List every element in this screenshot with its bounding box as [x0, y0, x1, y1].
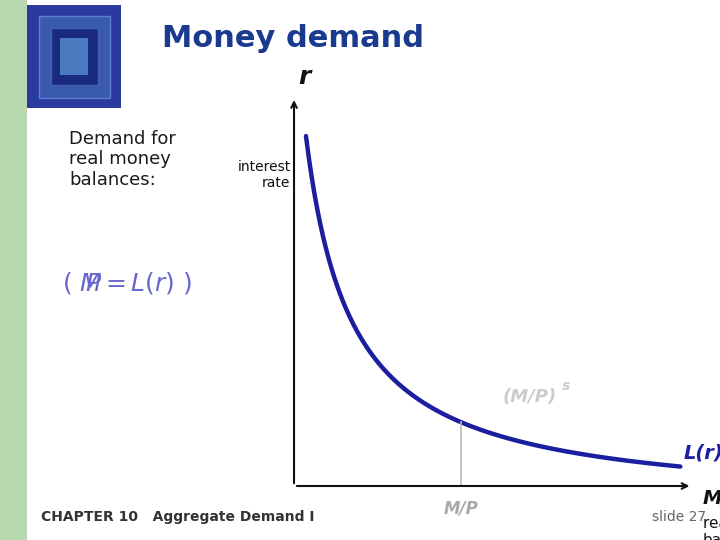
- Text: L(r): L(r): [684, 443, 720, 463]
- Text: CHAPTER 10   Aggregate Demand I: CHAPTER 10 Aggregate Demand I: [41, 510, 315, 524]
- Text: M/P: M/P: [444, 500, 479, 517]
- Text: Demand for
real money
balances:: Demand for real money balances:: [69, 130, 176, 189]
- Bar: [50, 28, 98, 85]
- Text: Money demand: Money demand: [163, 24, 424, 53]
- Bar: [39, 16, 109, 98]
- Text: $(\ \mathit{M\!\!\!\!P} = \mathit{L(r)}\ )$: $(\ \mathit{M\!\!\!\!P} = \mathit{L(r)}\…: [62, 270, 192, 296]
- Text: r: r: [298, 65, 310, 89]
- Text: (M/P): (M/P): [503, 388, 557, 406]
- Text: M/P: M/P: [703, 489, 720, 508]
- Text: slide 27: slide 27: [652, 510, 706, 524]
- Text: s: s: [562, 379, 570, 393]
- Text: interest
rate: interest rate: [238, 160, 291, 190]
- Bar: [60, 38, 88, 75]
- Text: real money
balances: real money balances: [703, 516, 720, 540]
